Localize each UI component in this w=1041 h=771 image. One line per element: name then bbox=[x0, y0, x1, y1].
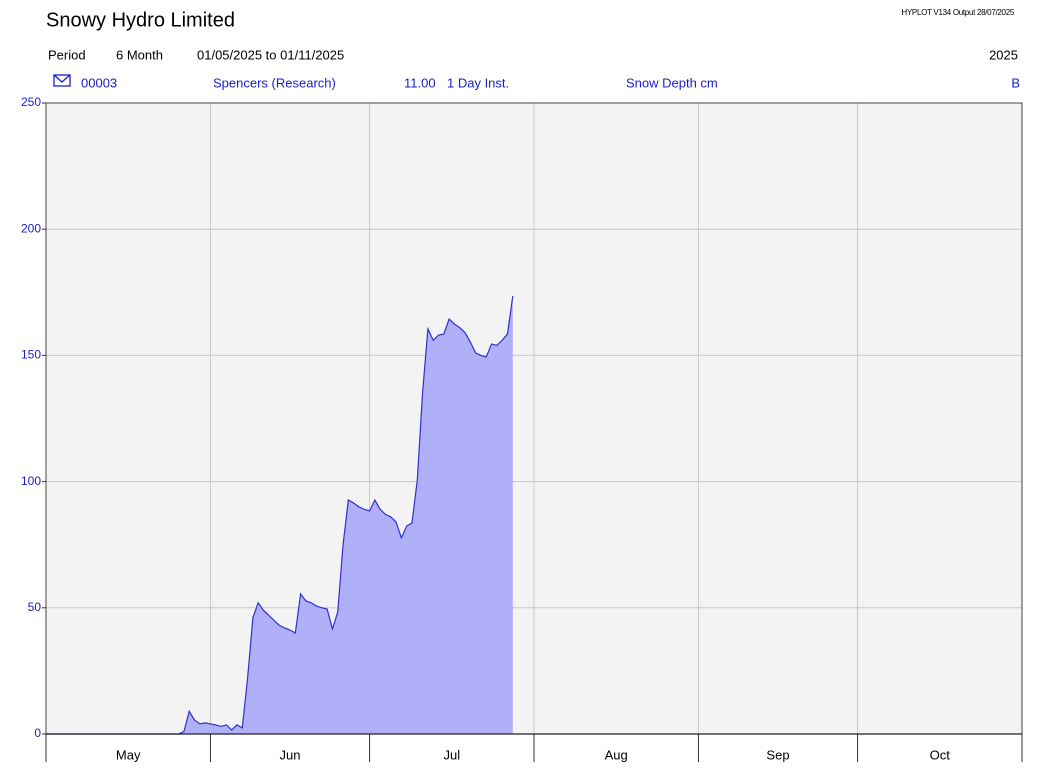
area-fill bbox=[46, 296, 513, 734]
variable: Snow Depth cm bbox=[626, 75, 718, 90]
x-tick-label: Aug bbox=[605, 747, 628, 762]
interval: 1 Day Inst. bbox=[447, 75, 509, 90]
date-range: 01/05/2025 to 01/11/2025 bbox=[197, 47, 344, 62]
x-tick-label: Jun bbox=[280, 747, 301, 762]
plot-frame bbox=[45, 102, 1023, 734]
quality: B bbox=[1011, 75, 1020, 90]
y-tick-label: 100 bbox=[21, 474, 41, 488]
y-tick-label: 0 bbox=[34, 726, 41, 740]
datasource: 11.00 bbox=[404, 75, 436, 90]
x-tick-label: Sep bbox=[766, 747, 789, 762]
x-tick-label: Jul bbox=[443, 747, 460, 762]
chart-title: Snowy Hydro Limited bbox=[46, 9, 235, 31]
year: 2025 bbox=[989, 47, 1018, 62]
period-label: Period bbox=[48, 47, 86, 62]
x-tick-label: Oct bbox=[930, 747, 951, 762]
y-tick-label: 200 bbox=[21, 221, 41, 235]
y-tick-label: 250 bbox=[21, 95, 41, 109]
x-tick-label: May bbox=[116, 747, 141, 762]
legend-icon bbox=[53, 74, 71, 87]
site-id: 00003 bbox=[81, 75, 117, 90]
output-stamp: HYPLOT V134 Output 28/07/2025 bbox=[901, 8, 1014, 17]
legend-name: Spencers (Research) bbox=[213, 75, 336, 90]
y-tick-label: 50 bbox=[28, 600, 42, 614]
period: 6 Month bbox=[116, 47, 163, 62]
y-tick-label: 150 bbox=[21, 348, 41, 362]
